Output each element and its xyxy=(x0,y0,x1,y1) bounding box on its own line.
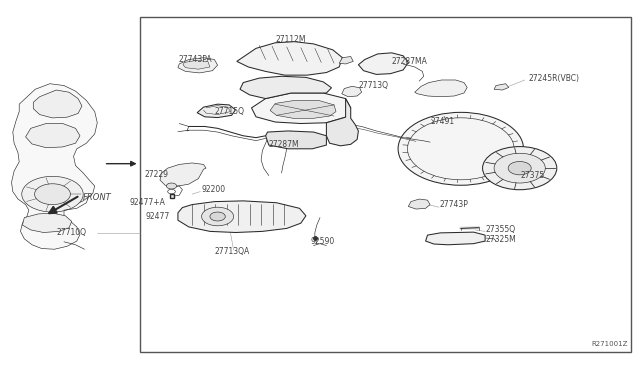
Text: 27491: 27491 xyxy=(430,117,454,126)
Circle shape xyxy=(35,184,70,205)
Polygon shape xyxy=(252,93,351,124)
Text: 27355Q: 27355Q xyxy=(485,225,515,234)
Text: 27375: 27375 xyxy=(520,171,545,180)
Text: 92477: 92477 xyxy=(145,212,170,221)
Text: 92477+A: 92477+A xyxy=(129,198,165,207)
Text: 27112M: 27112M xyxy=(276,35,307,44)
Polygon shape xyxy=(342,86,362,97)
Polygon shape xyxy=(408,199,430,209)
Circle shape xyxy=(168,189,175,194)
Text: 27245R(VBC): 27245R(VBC) xyxy=(529,74,580,83)
Text: 27743PA: 27743PA xyxy=(179,55,212,64)
Text: 27287M: 27287M xyxy=(269,140,300,149)
Polygon shape xyxy=(12,84,97,249)
Bar xyxy=(140,17,631,352)
Circle shape xyxy=(483,147,557,190)
Circle shape xyxy=(22,176,83,212)
Text: 27713Q: 27713Q xyxy=(358,81,388,90)
Text: 27287MA: 27287MA xyxy=(392,57,428,66)
Polygon shape xyxy=(240,76,332,99)
Polygon shape xyxy=(178,58,218,73)
Polygon shape xyxy=(266,131,326,149)
Circle shape xyxy=(494,153,545,183)
Polygon shape xyxy=(197,104,236,118)
Polygon shape xyxy=(326,99,358,146)
Text: R271001Z: R271001Z xyxy=(591,341,628,347)
Polygon shape xyxy=(183,60,210,69)
Polygon shape xyxy=(160,163,206,187)
Text: 92200: 92200 xyxy=(202,185,226,194)
Polygon shape xyxy=(237,42,342,75)
Text: 27710Q: 27710Q xyxy=(57,228,86,237)
Text: 27229: 27229 xyxy=(144,170,168,179)
Polygon shape xyxy=(358,53,408,74)
Polygon shape xyxy=(270,100,336,118)
Text: 92590: 92590 xyxy=(310,237,335,246)
Text: FRONT: FRONT xyxy=(83,193,112,202)
Text: 27715Q: 27715Q xyxy=(214,107,244,116)
Polygon shape xyxy=(426,232,485,245)
Circle shape xyxy=(202,207,234,226)
Text: 27325M: 27325M xyxy=(485,235,516,244)
Circle shape xyxy=(166,183,177,189)
Polygon shape xyxy=(26,124,80,148)
Text: 27743P: 27743P xyxy=(439,200,468,209)
Polygon shape xyxy=(415,80,467,97)
Polygon shape xyxy=(494,84,509,90)
Polygon shape xyxy=(22,213,72,232)
Polygon shape xyxy=(33,90,82,118)
Circle shape xyxy=(398,112,524,185)
Polygon shape xyxy=(339,57,353,64)
Polygon shape xyxy=(178,201,306,232)
Circle shape xyxy=(508,161,531,175)
Text: 27713QA: 27713QA xyxy=(214,247,250,256)
Circle shape xyxy=(210,212,225,221)
